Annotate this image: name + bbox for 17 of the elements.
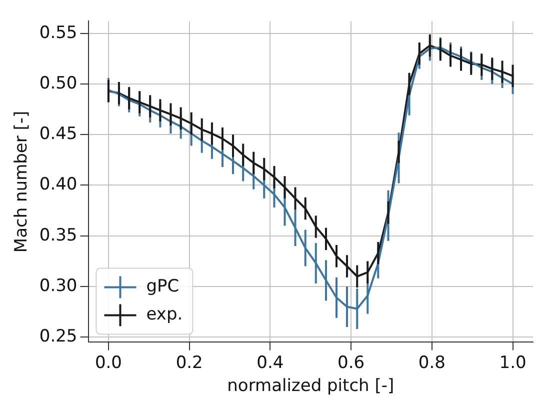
legend-label: exp. [146, 304, 183, 325]
y-tick-label: 0.40 [39, 174, 78, 195]
x-tick-label: 0.0 [94, 352, 122, 373]
y-axis-title: Mach number [-] [12, 110, 32, 253]
y-tick-label: 0.30 [39, 276, 78, 296]
x-tick-label: 0.6 [338, 352, 365, 373]
x-tick-label: 0.8 [418, 352, 446, 373]
x-tick-label: 0.2 [176, 352, 203, 373]
legend-label: gPC [146, 276, 180, 297]
y-tick-label: 0.35 [39, 225, 78, 246]
y-tick-label: 0.25 [39, 326, 78, 347]
x-tick-label: 1.0 [499, 352, 526, 373]
x-axis-title: normalized pitch [-] [227, 376, 394, 396]
y-tick-label: 0.45 [39, 124, 78, 144]
x-tick-label: 0.4 [256, 352, 284, 373]
y-tick-label: 0.50 [39, 73, 78, 94]
y-tick-label: 0.55 [39, 22, 78, 43]
